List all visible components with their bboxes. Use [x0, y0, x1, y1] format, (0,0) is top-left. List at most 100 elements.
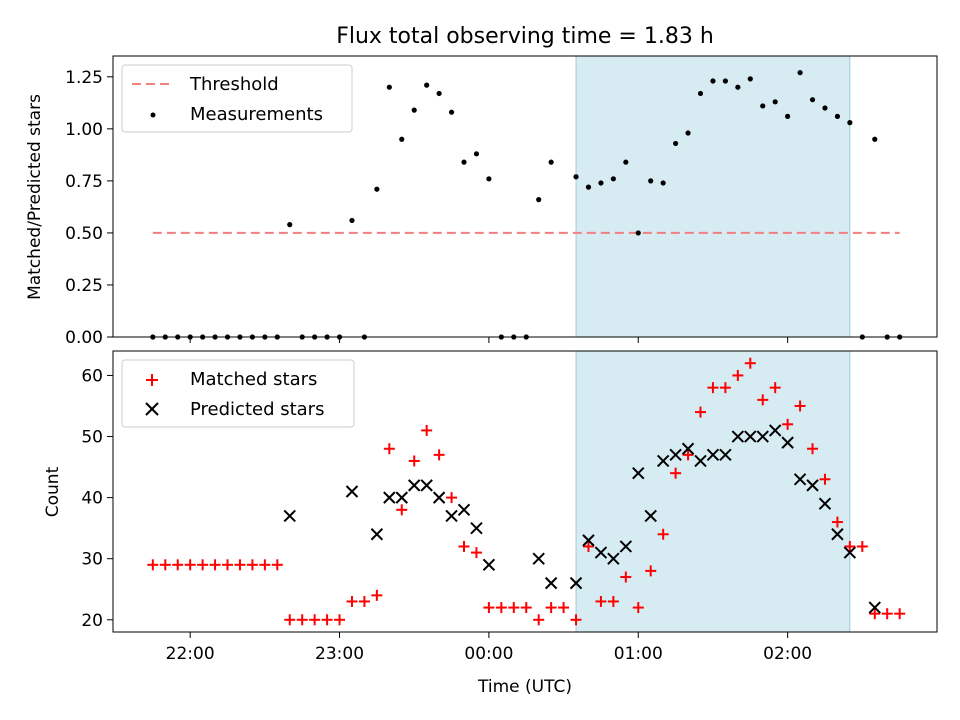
y-tick-label: 60: [81, 366, 103, 386]
matched-star-point: [881, 608, 893, 620]
matched-star-point: [421, 424, 433, 436]
x-axis-label: Time (UTC): [477, 677, 572, 697]
measurement-point: [722, 78, 728, 84]
x-tick-label: 01:00: [614, 644, 663, 664]
measurement-point: [635, 230, 641, 236]
predicted-star-point: [569, 576, 583, 590]
matched-star-point: [744, 357, 756, 369]
bottom-panel: 20 30 40 50 60 22:00 23:00 00:00 01:00 02:00 Cou…: [43, 350, 938, 697]
matched-star-point: [346, 595, 358, 607]
measurement-point: [287, 222, 293, 228]
matched-stars-points: [147, 357, 906, 626]
predicted-star-point: [793, 473, 807, 486]
measurement-point: [461, 159, 467, 165]
matched-star-point: [869, 608, 881, 620]
top-legend: Threshold Measurements: [121, 64, 353, 133]
predicted-star-point: [719, 448, 732, 462]
matched-star-point: [396, 504, 408, 516]
matched-star-point: [620, 571, 632, 583]
matched-star-point: [645, 565, 657, 577]
y-tick-label: 50: [81, 428, 103, 448]
matched-star-point: [844, 540, 856, 552]
matched-star-point: [682, 449, 694, 461]
predicted-star-point: [408, 479, 421, 492]
predicted-star-point: [806, 479, 819, 492]
matched-star-point: [234, 559, 246, 571]
predicted-star-point: [756, 430, 769, 443]
y-tick-label: 0.00: [65, 328, 103, 348]
measurement-point: [735, 84, 741, 90]
matched-star-point: [271, 559, 283, 571]
y-tick-label: 40: [81, 489, 103, 509]
matched-star-point: [657, 528, 669, 540]
y-tick-label: 1.00: [65, 120, 103, 140]
predicted-star-point: [544, 576, 558, 590]
predicted-star-point: [843, 546, 857, 559]
predicted-star-point: [445, 509, 458, 523]
predicted-star-point: [644, 509, 657, 523]
predicted-star-point: [607, 552, 620, 565]
matched-star-point: [383, 443, 395, 455]
measurement-point: [809, 97, 816, 103]
measurement-point: [349, 217, 355, 224]
top-plot-frame: [112, 55, 938, 338]
measurement-point: [536, 197, 542, 203]
predicted-star-point: [420, 479, 433, 492]
matched-star-point: [222, 559, 234, 571]
measurement-point: [785, 113, 791, 119]
bottom-y-axis-label: Count: [43, 466, 63, 517]
y-tick-label: 30: [81, 550, 103, 570]
predicted-star-point: [681, 442, 695, 455]
figure-title: Flux total observing time = 1.83 h: [336, 24, 714, 49]
matched-star-point: [209, 559, 221, 571]
matched-star-point: [607, 595, 619, 607]
y-tick-label: 0.25: [65, 276, 103, 296]
matched-star-point: [458, 540, 470, 552]
measurement-point: [648, 178, 654, 184]
matched-star-point: [782, 418, 794, 430]
matched-star-point: [570, 614, 582, 626]
matched-star-point: [794, 400, 806, 412]
predicted-star-point: [831, 528, 844, 541]
x-tick-label: 23:00: [315, 644, 364, 664]
matched-star-point: [334, 614, 346, 626]
predicted-star-point: [345, 485, 359, 498]
matched-star-point: [819, 473, 831, 485]
measurement-point: [760, 103, 766, 109]
predicted-star-point: [482, 558, 496, 572]
measurement-point: [573, 174, 579, 180]
matched-star-point: [172, 559, 184, 571]
matched-star-point: [147, 559, 159, 571]
predicted-star-point: [532, 552, 545, 565]
predicted-star-point: [768, 424, 782, 437]
bottom-legend-box: [121, 359, 355, 428]
x-tick-label: 02:00: [763, 644, 812, 664]
measurement-point: [436, 90, 442, 97]
matched-star-point: [595, 595, 607, 607]
matched-star-point: [894, 608, 906, 620]
matched-star-point: [433, 449, 445, 461]
bottom-observing-window: [575, 350, 851, 633]
measurement-point: [473, 151, 480, 157]
matched-star-point: [695, 406, 707, 418]
top-x-ticks: [189, 337, 789, 343]
measurement-point: [548, 159, 554, 165]
predicted-star-point: [370, 528, 384, 541]
matched-star-point: [732, 369, 744, 381]
measurement-point: [747, 76, 753, 82]
predicted-star-point: [632, 466, 645, 480]
matched-star-point: [197, 559, 209, 571]
top-legend-box: [121, 64, 353, 133]
measurement-point: [685, 130, 691, 136]
bottom-plot-frame: [112, 350, 938, 633]
predicted-star-point: [694, 454, 707, 468]
matched-star-point: [807, 443, 819, 455]
matched-star-point: [757, 394, 769, 406]
matched-star-point: [483, 602, 495, 614]
predicted-star-point: [395, 491, 408, 504]
measurement-point: [660, 180, 666, 186]
y-tick-label: 0.75: [65, 172, 103, 192]
top-panel: 0.00 0.25 0.50 0.75 1.00 1.25 Matched/Predict…: [25, 55, 938, 348]
legend-predicted-label: Predicted stars: [190, 399, 324, 420]
